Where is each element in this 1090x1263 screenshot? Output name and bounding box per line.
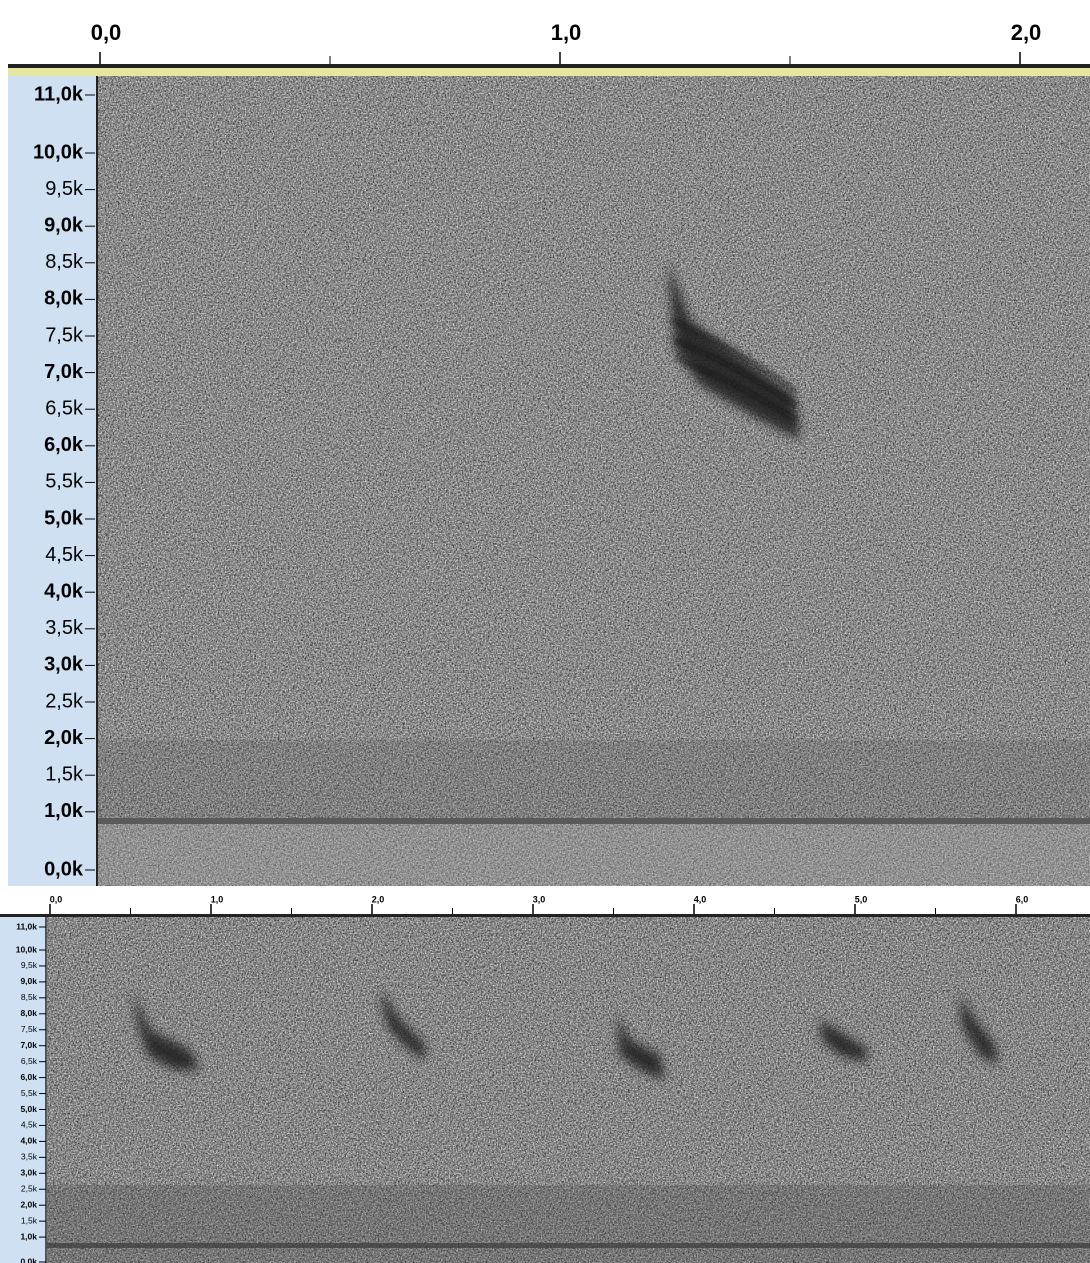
frequency-label: 4,5k bbox=[21, 1120, 38, 1130]
frequency-label: 0,0k bbox=[44, 858, 84, 880]
frequency-label: 2,5k bbox=[21, 1184, 38, 1194]
frequency-label: 2,5k bbox=[45, 690, 84, 712]
frequency-label: 4,0k bbox=[44, 580, 84, 602]
frequency-axis bbox=[0, 917, 46, 1263]
frequency-label: 7,5k bbox=[45, 324, 84, 346]
frequency-label: 4,0k bbox=[20, 1136, 37, 1146]
time-label: 2,0 bbox=[1011, 20, 1042, 45]
bird-call bbox=[668, 262, 800, 440]
bird-calls bbox=[133, 990, 997, 1080]
frequency-label: 1,0k bbox=[20, 1231, 37, 1241]
time-label: 2,0 bbox=[372, 894, 385, 904]
frequency-label: 2,0k bbox=[20, 1199, 37, 1209]
frequency-label: 3,5k bbox=[21, 1152, 38, 1162]
time-ruler bbox=[0, 0, 1090, 66]
frequency-label: 6,5k bbox=[45, 397, 84, 419]
ruler-border bbox=[0, 914, 1090, 917]
call-harmonics bbox=[671, 318, 798, 422]
time-label: 5,0 bbox=[855, 894, 868, 904]
frequency-label: 3,0k bbox=[20, 1168, 37, 1178]
frequency-label: 7,0k bbox=[20, 1040, 37, 1050]
frequency-label: 11,0k bbox=[34, 83, 84, 105]
frequency-label: 9,0k bbox=[44, 214, 84, 236]
frequency-label: 1,0k bbox=[44, 800, 84, 822]
frequency-label: 5,5k bbox=[21, 1088, 38, 1098]
hum-line bbox=[47, 1243, 1090, 1248]
time-label: 1,0 bbox=[211, 894, 224, 904]
time-label: 1,0 bbox=[551, 20, 582, 45]
frequency-label: 8,5k bbox=[21, 992, 38, 1002]
time-label: 6,0 bbox=[1016, 894, 1029, 904]
frequency-label: 8,5k bbox=[45, 251, 84, 273]
frequency-label: 5,0k bbox=[44, 507, 84, 529]
frequency-label: 10,0k bbox=[33, 141, 84, 163]
noise bbox=[98, 76, 1090, 886]
time-label: 4,0 bbox=[694, 894, 707, 904]
frequency-label: 9,5k bbox=[21, 960, 38, 970]
low-band bbox=[98, 824, 1090, 886]
frequency-label: 8,0k bbox=[20, 1008, 37, 1018]
frequency-label: 5,5k bbox=[45, 471, 84, 493]
frequency-label: 9,5k bbox=[45, 178, 84, 200]
frequency-label: 6,5k bbox=[21, 1056, 38, 1066]
hum-line bbox=[98, 818, 1090, 824]
frequency-label: 7,5k bbox=[21, 1024, 38, 1034]
frequency-label: 6,0k bbox=[44, 434, 84, 456]
noise bbox=[47, 917, 1090, 1263]
frequency-label: 3,0k bbox=[44, 654, 84, 676]
frequency-label: 0,0k bbox=[20, 1256, 37, 1263]
frequency-label: 8,0k bbox=[44, 288, 84, 310]
frequency-label: 2,0k bbox=[44, 727, 84, 749]
frequency-label: 3,5k bbox=[45, 617, 84, 639]
time-label: 0,0 bbox=[91, 20, 122, 45]
frequency-label: 5,0k bbox=[20, 1104, 37, 1114]
low-noise bbox=[98, 740, 1090, 820]
low-noise bbox=[47, 1185, 1090, 1263]
frequency-label: 9,0k bbox=[20, 976, 37, 986]
frequency-label: 4,5k bbox=[45, 544, 84, 566]
frequency-label: 10,0k bbox=[16, 944, 38, 954]
frequency-label: 11,0k bbox=[16, 921, 37, 931]
selection-bar bbox=[8, 68, 1090, 76]
frequency-label: 6,0k bbox=[20, 1072, 37, 1082]
frequency-label: 1,5k bbox=[21, 1215, 38, 1225]
ruler-border bbox=[8, 64, 1090, 68]
time-ruler bbox=[0, 887, 1090, 917]
frequency-label: 7,0k bbox=[44, 361, 84, 383]
frequency-axis bbox=[8, 76, 97, 886]
time-label: 3,0 bbox=[533, 894, 546, 904]
frequency-label: 1,5k bbox=[45, 763, 84, 785]
time-label: 0,0 bbox=[50, 894, 63, 904]
